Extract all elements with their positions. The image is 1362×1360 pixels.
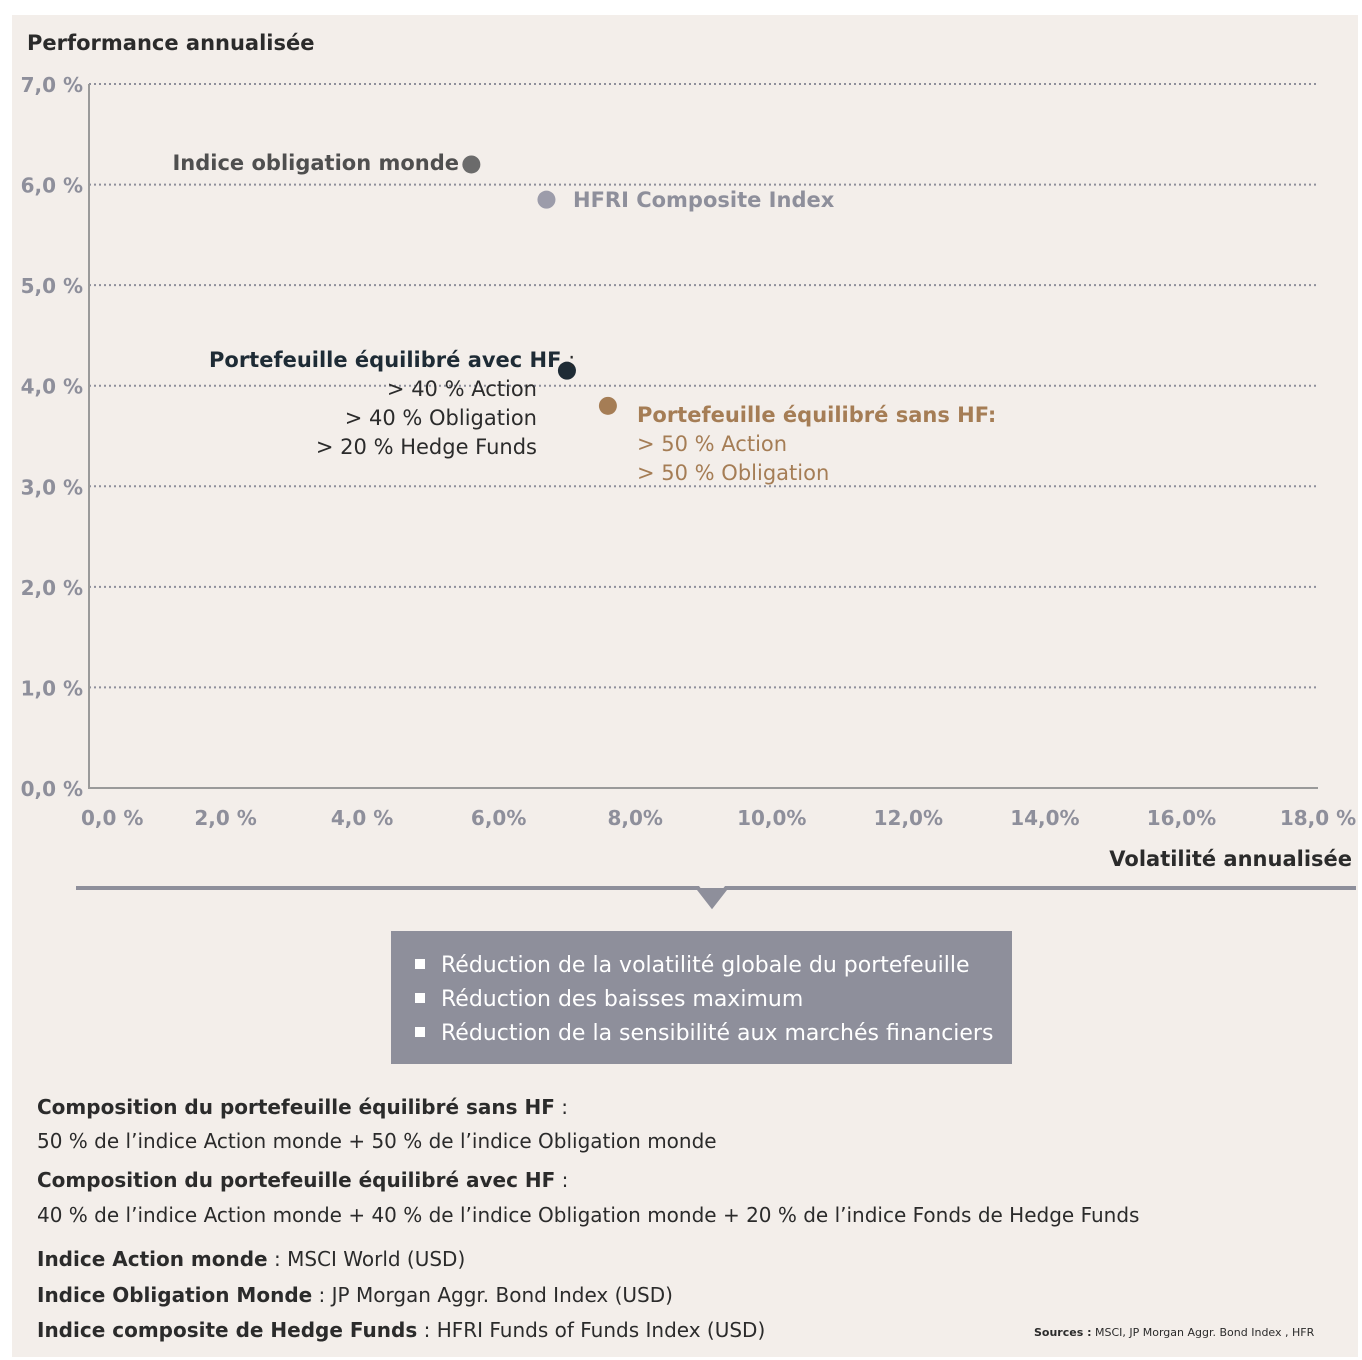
y-tick-label: 1,0 % bbox=[21, 676, 83, 700]
annotation-sans-hf: Portefeuille équilibré sans HF: > 50 % A… bbox=[637, 401, 996, 488]
y-tick-label: 5,0 % bbox=[21, 274, 83, 298]
x-tick-label: 8,0% bbox=[607, 806, 662, 830]
y-axis-label: Performance annualisée bbox=[27, 31, 315, 55]
annotation-sans-hf-title: Portefeuille équilibré sans HF: bbox=[637, 403, 997, 427]
note-indice-action: Indice Action monde : MSCI World (USD) bbox=[37, 1247, 466, 1271]
label-hfri-composite: HFRI Composite Index bbox=[573, 188, 835, 212]
sources-note: Sources : MSCI, JP Morgan Aggr. Bond Ind… bbox=[1034, 1326, 1315, 1339]
scatter-point bbox=[537, 190, 556, 209]
bullet-square-icon bbox=[415, 1027, 425, 1037]
scatter-point bbox=[598, 396, 617, 415]
note-indice-obligation: Indice Obligation Monde : JP Morgan Aggr… bbox=[37, 1283, 673, 1307]
x-tick-label: 4,0 % bbox=[331, 806, 393, 830]
scatter-chart: Performance annualisée Volatilité annual… bbox=[21, 31, 1356, 910]
x-tick-label: 14,0% bbox=[1010, 806, 1079, 830]
y-tick-label: 3,0 % bbox=[21, 475, 83, 499]
annotation-avec-hf-line-2: > 40 % Obligation bbox=[344, 406, 537, 430]
note-comp-avec-text: 40 % de l’indice Action monde + 40 % de … bbox=[37, 1203, 1140, 1227]
summary-item: Réduction des baisses maximum bbox=[415, 983, 1012, 1017]
y-tick-label: 0,0 % bbox=[21, 777, 83, 801]
note-indice-hedge-funds: Indice composite de Hedge Funds : HFRI F… bbox=[37, 1318, 766, 1342]
chart-panel bbox=[12, 15, 1358, 1357]
x-tick-label: 12,0% bbox=[874, 806, 943, 830]
note-comp-avec-title: Composition du portefeuille équilibré av… bbox=[37, 1168, 569, 1192]
summary-item: Réduction de la volatilité globale du po… bbox=[415, 949, 1012, 983]
divider-pointer-triangle bbox=[698, 888, 726, 906]
x-tick-label: 2,0 % bbox=[194, 806, 256, 830]
annotation-avec-hf-sep: : bbox=[561, 348, 576, 372]
annotation-avec-hf-line-3: > 20 % Hedge Funds bbox=[315, 435, 537, 459]
x-tick-label: 16,0% bbox=[1147, 806, 1216, 830]
x-tick-label: 10,0% bbox=[737, 806, 806, 830]
annotation-avec-hf-title: Portefeuille équilibré avec HF bbox=[209, 348, 562, 372]
note-comp-sans-title: Composition du portefeuille équilibré sa… bbox=[37, 1095, 568, 1119]
x-tick-label: 0,0 % bbox=[81, 806, 143, 830]
scatter-point bbox=[557, 361, 576, 380]
scatter-point bbox=[462, 155, 481, 174]
x-axis-label: Volatilité annualisée bbox=[1109, 847, 1352, 871]
label-indice-obligation-monde: Indice obligation monde bbox=[172, 151, 459, 175]
bullet-square-icon bbox=[415, 959, 425, 969]
x-tick-label: 6,0% bbox=[471, 806, 526, 830]
annotation-sans-hf-line-1: > 50 % Action bbox=[637, 432, 788, 456]
y-tick-label: 6,0 % bbox=[21, 174, 83, 198]
annotation-sans-hf-line-2: > 50 % Obligation bbox=[637, 461, 830, 485]
x-tick-label: 18,0 % bbox=[1280, 806, 1356, 830]
y-tick-label: 7,0 % bbox=[21, 73, 83, 97]
bullet-square-icon bbox=[415, 993, 425, 1003]
summary-box: Réduction de la volatilité globale du po… bbox=[391, 931, 1012, 1064]
annotation-avec-hf-line-1: > 40 % Action bbox=[386, 377, 537, 401]
y-tick-label: 4,0 % bbox=[21, 375, 83, 399]
y-tick-label: 2,0 % bbox=[21, 576, 83, 600]
summary-item: Réduction de la sensibilité aux marchés … bbox=[415, 1017, 1012, 1051]
note-comp-sans-text: 50 % de l’indice Action monde + 50 % de … bbox=[37, 1129, 717, 1153]
annotation-avec-hf: Portefeuille équilibré avec HF : > 40 % … bbox=[209, 346, 575, 462]
